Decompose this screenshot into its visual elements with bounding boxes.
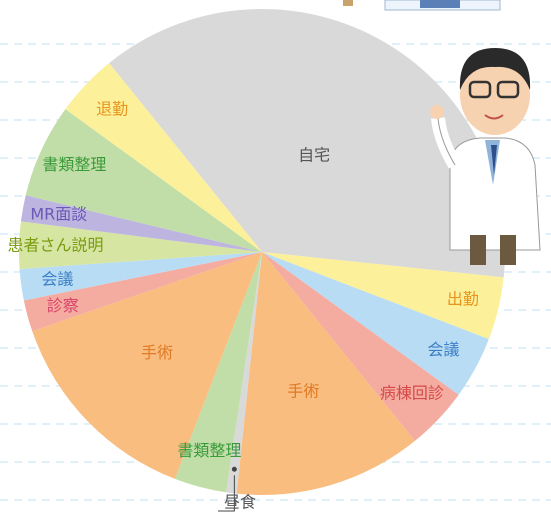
doctor — [430, 48, 540, 265]
doctor-illustration — [0, 0, 551, 513]
page: 自宅出勤会議病棟回診手術昼食書類整理手術診察会議患者さん説明MR面談書類整理退勤 — [0, 0, 551, 513]
